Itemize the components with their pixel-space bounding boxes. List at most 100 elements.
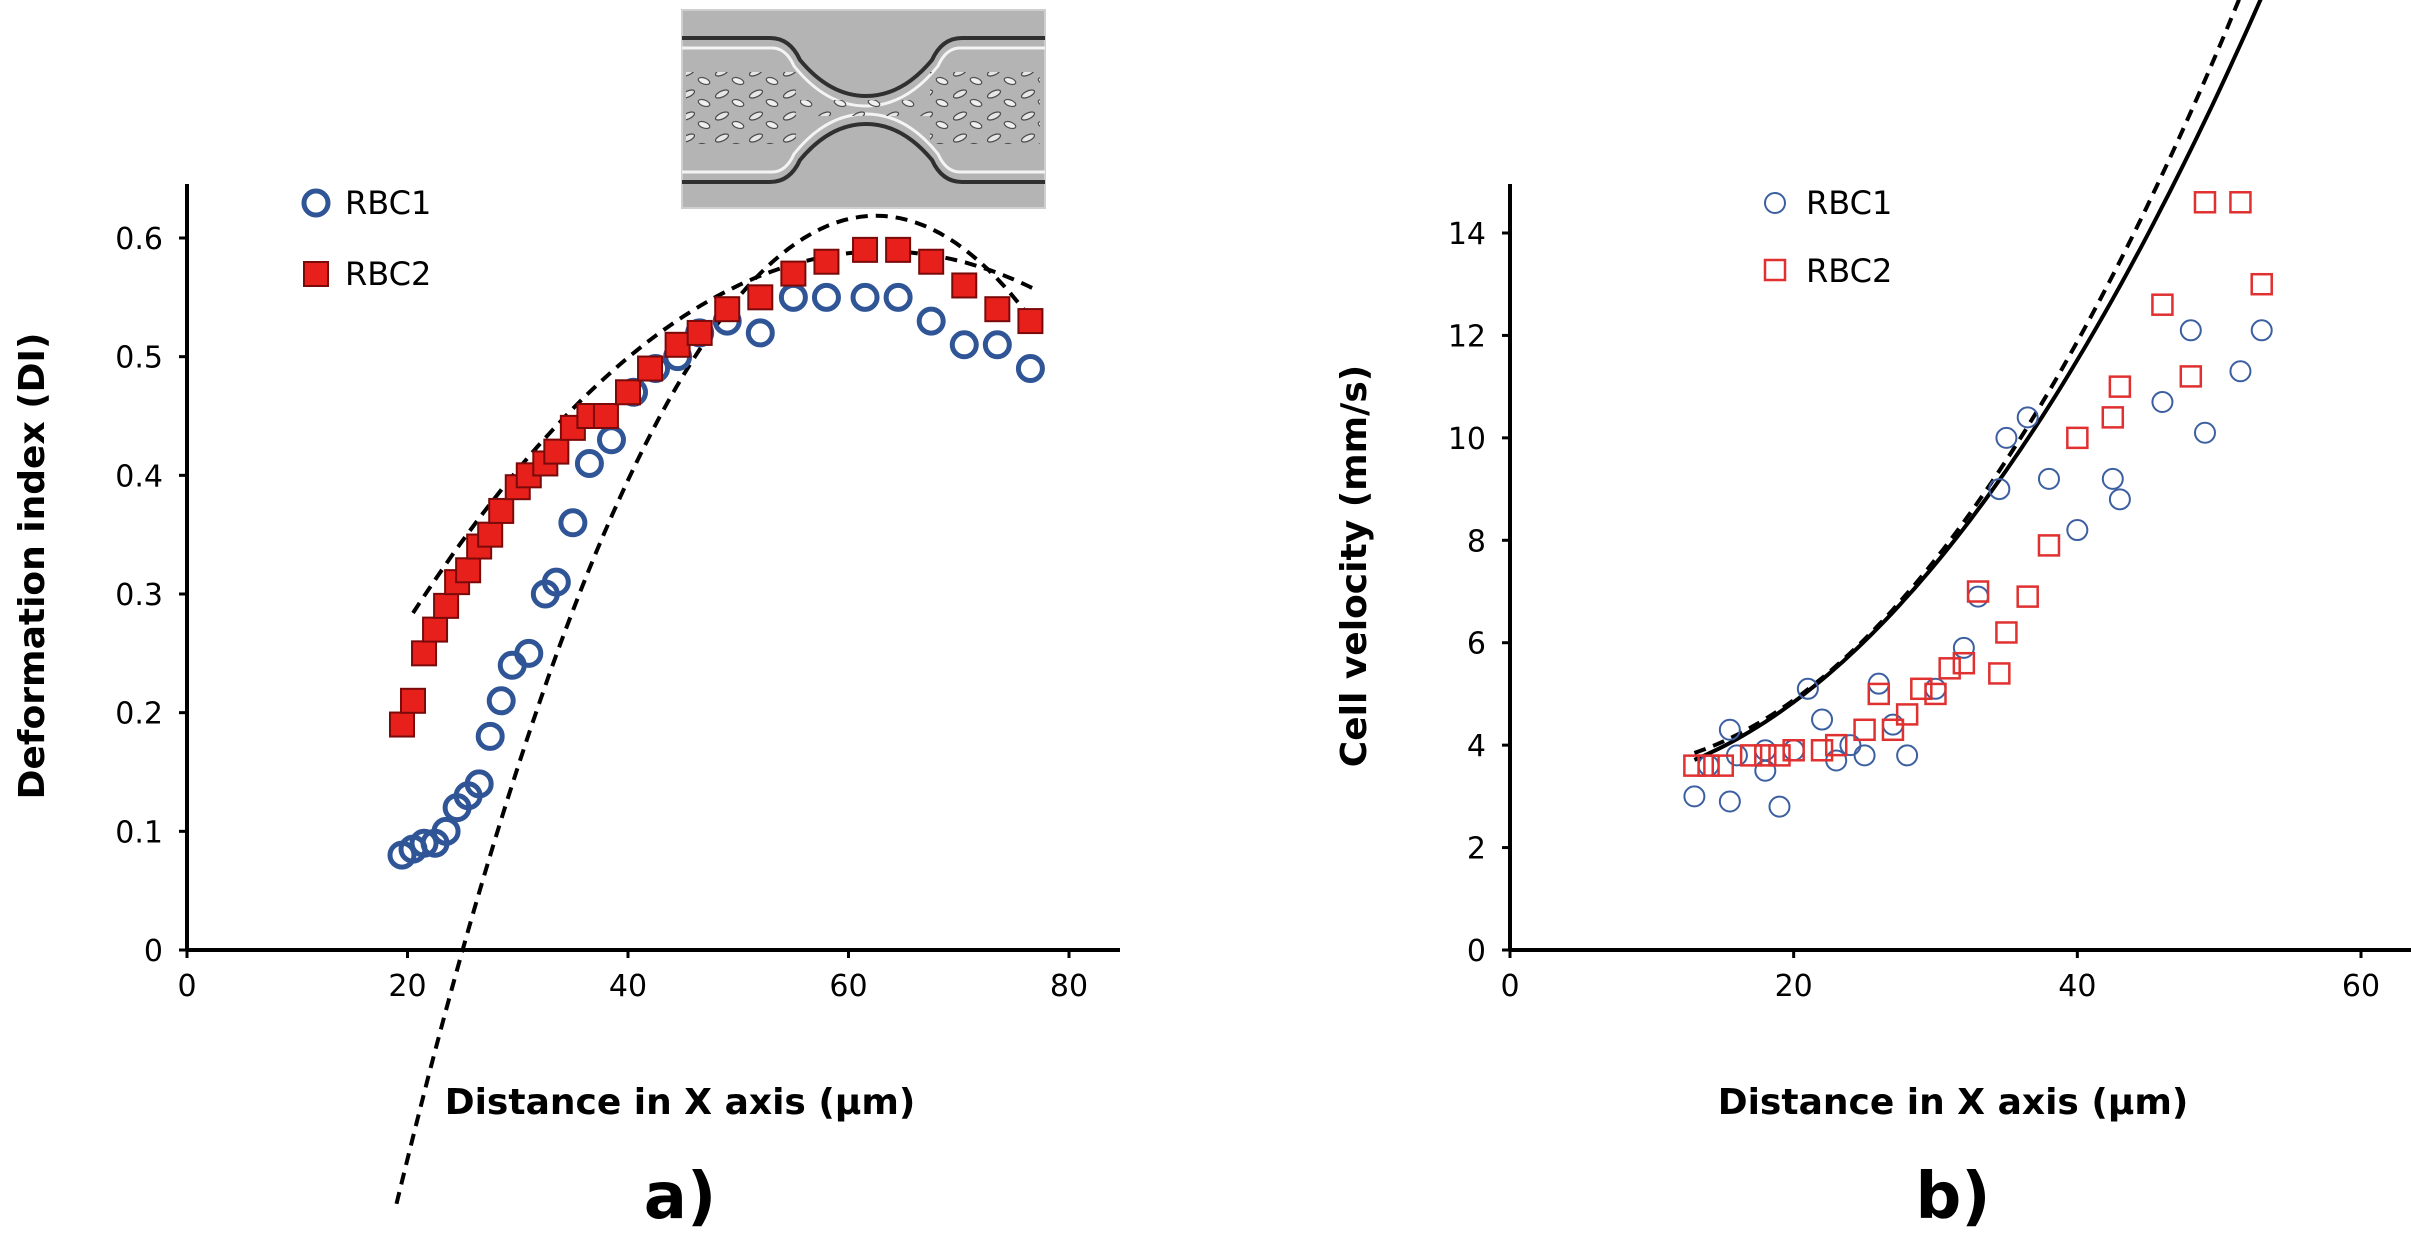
b-x-tick-label: 0 xyxy=(1500,969,1519,1004)
b-point-rbc1 xyxy=(2151,391,2174,414)
chart-a: 0 20 40 60 80 0 0.1 0.2 0.3 0.4 0.5 0.6 RBC1 RBC2 D… xyxy=(12,9,1120,1234)
a-point-rbc2 xyxy=(488,497,515,524)
a-legend-rbc2-label: RBC2 xyxy=(345,255,431,293)
b-point-rbc1 xyxy=(2016,406,2039,429)
a-point-rbc2 xyxy=(747,284,774,311)
a-point-rbc2 xyxy=(411,640,438,667)
a-point-rbc1 xyxy=(541,567,571,597)
b-point-rbc1 xyxy=(1995,426,2018,449)
b-point-rbc2 xyxy=(2016,585,2039,608)
b-point-rbc1 xyxy=(2193,421,2216,444)
a-legend-rbc2-marker xyxy=(303,261,329,287)
b-point-rbc1 xyxy=(1853,744,1876,767)
b-point-rbc1 xyxy=(1988,478,2011,501)
a-point-rbc2 xyxy=(918,248,945,275)
b-point-rbc1 xyxy=(1796,677,1819,700)
a-x-tick-label: 80 xyxy=(1050,969,1088,1004)
b-point-rbc1 xyxy=(1697,754,1720,777)
b-point-rbc1 xyxy=(1952,636,1975,659)
a-point-rbc1 xyxy=(850,282,880,312)
b-point-rbc1 xyxy=(2066,519,2089,542)
b-point-rbc1 xyxy=(1718,790,1741,813)
b-point-rbc2 xyxy=(1853,718,1876,742)
b-point-rbc2 xyxy=(1697,754,1720,777)
b-y-axis-title: Cell velocity (mm/s) xyxy=(1334,365,1375,767)
b-point-rbc2 xyxy=(1711,754,1734,777)
b-point-rbc2 xyxy=(2250,272,2273,296)
a-point-rbc2 xyxy=(400,687,427,714)
a-point-rbc1 xyxy=(745,318,775,348)
b-y-tick-label: 0 xyxy=(1467,934,1486,969)
b-point-rbc2 xyxy=(2151,293,2174,316)
a-point-rbc1 xyxy=(574,448,604,478)
a-point-rbc2 xyxy=(543,438,570,465)
a-point-rbc2 xyxy=(714,296,741,323)
a-point-rbc2 xyxy=(615,379,641,406)
chart-b: 0 20 40 60 0 2 4 6 8 10 12 14 RBC1 RBC2 Cell veloci… xyxy=(1334,0,2411,1234)
a-x-tick-label: 0 xyxy=(177,969,196,1004)
b-point-rbc2 xyxy=(2066,426,2089,450)
b-point-rbc2 xyxy=(1966,580,1990,603)
a-point-rbc2 xyxy=(422,616,449,643)
a-point-rbc1 xyxy=(486,686,516,716)
b-point-rbc2 xyxy=(1683,754,1706,777)
b-point-rbc1 xyxy=(2037,467,2060,490)
b-point-rbc2 xyxy=(1910,677,1933,701)
b-point-rbc1 xyxy=(1967,585,1990,608)
b-point-rbc1 xyxy=(2179,319,2202,342)
b-y-tick-label: 2 xyxy=(1467,832,1486,867)
a-point-rbc1 xyxy=(475,721,505,751)
microchannel-inset-image xyxy=(681,9,1046,209)
b-point-rbc1 xyxy=(1683,785,1706,808)
a-point-rbc1 xyxy=(949,330,979,360)
b-fit-rbc2 xyxy=(1693,0,2242,755)
a-point-rbc2 xyxy=(813,248,840,275)
b-legend-rbc2-label: RBC2 xyxy=(1806,252,1892,290)
a-point-rbc2 xyxy=(885,236,912,263)
b-point-rbc1 xyxy=(2101,467,2124,490)
b-point-rbc1 xyxy=(1718,718,1741,741)
a-x-tick-label: 20 xyxy=(388,969,426,1004)
b-legend-rbc1-label: RBC1 xyxy=(1806,184,1892,222)
a-panel-label: a) xyxy=(644,1160,716,1234)
a-point-rbc1 xyxy=(464,769,494,799)
b-point-rbc2 xyxy=(2108,375,2132,398)
a-point-rbc2 xyxy=(637,355,664,382)
a-legend-rbc1-label: RBC1 xyxy=(345,184,431,222)
b-y-tick-label: 8 xyxy=(1467,524,1486,559)
b-point-rbc2 xyxy=(1754,744,1777,767)
a-point-rbc2 xyxy=(388,711,415,738)
b-point-rbc1 xyxy=(1754,739,1777,762)
a-x-tick-label: 60 xyxy=(829,969,867,1004)
b-point-rbc1 xyxy=(1768,795,1791,818)
b-fit-rbc1 xyxy=(1693,0,2263,762)
a-y-tick-label: 0.5 xyxy=(115,341,163,376)
b-point-rbc2 xyxy=(1895,703,1919,726)
a-point-rbc2 xyxy=(477,521,504,548)
a-point-rbc2 xyxy=(951,272,978,299)
b-point-rbc2 xyxy=(1810,739,1834,762)
a-point-rbc1 xyxy=(811,282,841,312)
b-legend-rbc1-marker xyxy=(1764,192,1786,214)
a-point-rbc2 xyxy=(664,331,691,358)
a-point-rbc1 xyxy=(431,816,461,846)
b-legend-rbc2-marker xyxy=(1763,258,1787,282)
b-point-rbc2 xyxy=(2101,406,2125,429)
b-point-rbc2 xyxy=(1924,682,1947,706)
b-point-rbc1 xyxy=(2108,488,2131,511)
b-y-tick-label: 4 xyxy=(1467,729,1486,764)
b-point-rbc2 xyxy=(1824,733,1848,757)
b-point-rbc2 xyxy=(1782,739,1805,762)
b-point-rbc1 xyxy=(1811,708,1834,731)
b-x-tick-label: 20 xyxy=(1775,969,1813,1004)
a-legend: RBC1 RBC2 xyxy=(301,184,431,293)
a-point-rbc2 xyxy=(852,236,879,263)
b-point-rbc2 xyxy=(1952,651,1976,675)
a-point-rbc1 xyxy=(916,306,946,336)
a-point-rbc1 xyxy=(883,282,913,312)
a-point-rbc1 xyxy=(778,282,808,312)
b-point-rbc2 xyxy=(1867,682,1891,706)
a-point-rbc1 xyxy=(1015,354,1045,384)
b-x-tick-label: 40 xyxy=(2058,969,2096,1004)
